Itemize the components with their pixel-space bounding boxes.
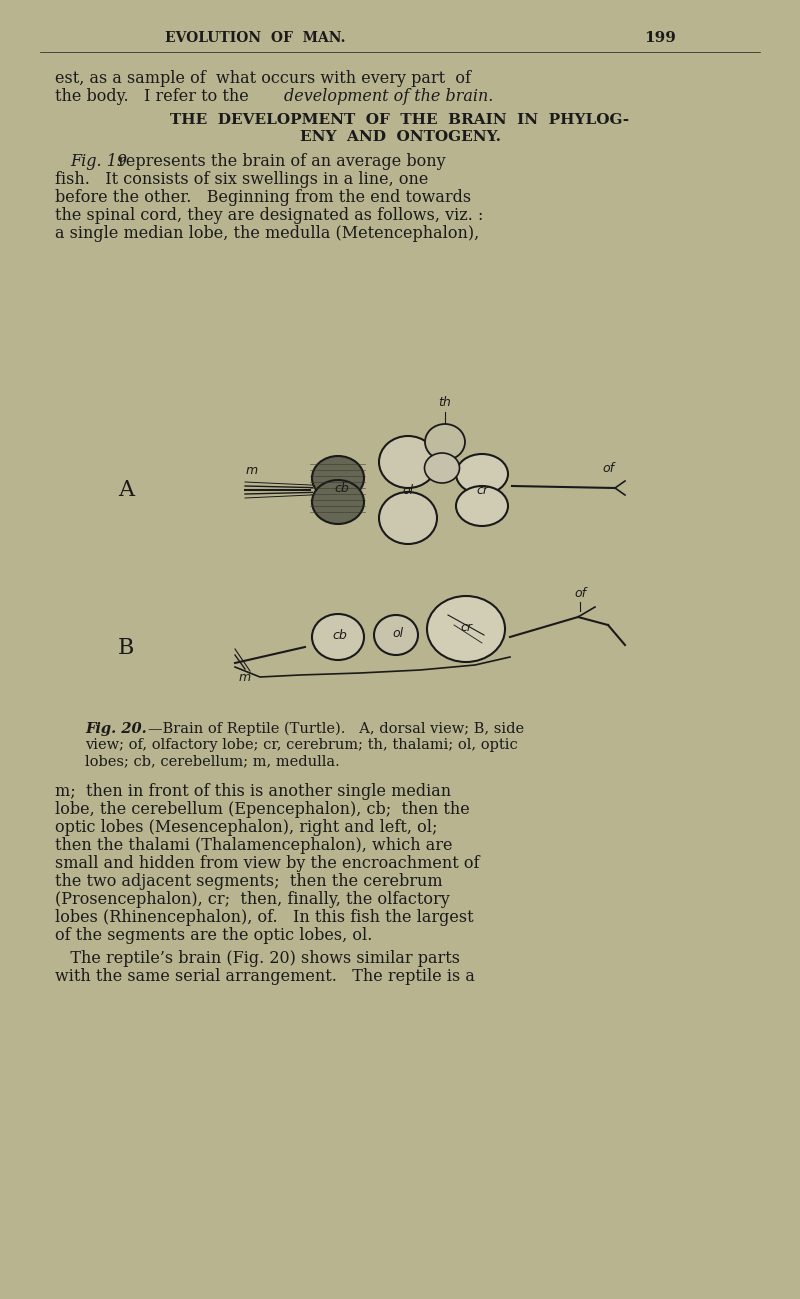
Text: represents the brain of an average bony: represents the brain of an average bony bbox=[113, 153, 446, 170]
Text: THE  DEVELOPMENT  OF  THE  BRAIN  IN  PHYLOG-: THE DEVELOPMENT OF THE BRAIN IN PHYLOG- bbox=[170, 113, 630, 127]
Text: Fig. 19: Fig. 19 bbox=[70, 153, 127, 170]
Ellipse shape bbox=[312, 481, 364, 523]
Text: ol: ol bbox=[402, 483, 414, 496]
Ellipse shape bbox=[374, 614, 418, 655]
Text: The reptile’s brain (Fig. 20) shows similar parts: The reptile’s brain (Fig. 20) shows simi… bbox=[55, 950, 460, 966]
Text: view; of, olfactory lobe; cr, cerebrum; th, thalami; ol, optic: view; of, olfactory lobe; cr, cerebrum; … bbox=[85, 738, 518, 752]
Text: lobes; cb, cerebellum; m, medulla.: lobes; cb, cerebellum; m, medulla. bbox=[85, 753, 340, 768]
Text: cb: cb bbox=[333, 629, 347, 642]
Text: the spinal cord, they are designated as follows, viz. :: the spinal cord, they are designated as … bbox=[55, 207, 483, 223]
Text: a single median lobe, the medulla (Metencephalon),: a single median lobe, the medulla (Meten… bbox=[55, 225, 479, 242]
Text: th: th bbox=[438, 395, 451, 408]
Text: small and hidden from view by the encroachment of: small and hidden from view by the encroa… bbox=[55, 855, 479, 872]
Text: ENY  AND  ONTOGENY.: ENY AND ONTOGENY. bbox=[299, 130, 501, 144]
Text: fish.   It consists of six swellings in a line, one: fish. It consists of six swellings in a … bbox=[55, 171, 428, 188]
Text: lobe, the cerebellum (Epencephalon), cb;  then the: lobe, the cerebellum (Epencephalon), cb;… bbox=[55, 801, 470, 818]
Text: with the same serial arrangement.   The reptile is a: with the same serial arrangement. The re… bbox=[55, 968, 475, 985]
Text: —Brain of Reptile (Turtle).   A, dorsal view; B, side: —Brain of Reptile (Turtle). A, dorsal vi… bbox=[148, 722, 524, 737]
Text: (Prosencephalon), cr;  then, finally, the olfactory: (Prosencephalon), cr; then, finally, the… bbox=[55, 891, 450, 908]
Text: est, as a sample of  what occurs with every part  of: est, as a sample of what occurs with eve… bbox=[55, 70, 471, 87]
Text: lobes (Rhinencephalon), of.   In this fish the largest: lobes (Rhinencephalon), of. In this fish… bbox=[55, 909, 474, 926]
Text: optic lobes (Mesencephalon), right and left, ol;: optic lobes (Mesencephalon), right and l… bbox=[55, 818, 438, 837]
Ellipse shape bbox=[379, 436, 437, 488]
Ellipse shape bbox=[425, 423, 465, 460]
Text: EVOLUTION  OF  MAN.: EVOLUTION OF MAN. bbox=[165, 31, 346, 45]
Text: ol: ol bbox=[393, 626, 403, 639]
Text: of: of bbox=[602, 461, 614, 474]
Text: cr: cr bbox=[476, 483, 488, 496]
Ellipse shape bbox=[312, 614, 364, 660]
Text: the body.   I refer to the: the body. I refer to the bbox=[55, 88, 254, 105]
Text: m;  then in front of this is another single median: m; then in front of this is another sing… bbox=[55, 783, 451, 800]
Text: m: m bbox=[239, 670, 251, 683]
Text: cb: cb bbox=[334, 482, 350, 495]
Ellipse shape bbox=[456, 453, 508, 494]
Text: of: of bbox=[574, 587, 586, 600]
Ellipse shape bbox=[379, 492, 437, 544]
Text: A: A bbox=[118, 479, 134, 501]
Text: development of the brain.: development of the brain. bbox=[284, 88, 494, 105]
Text: m: m bbox=[246, 464, 258, 477]
Text: the two adjacent segments;  then the cerebrum: the two adjacent segments; then the cere… bbox=[55, 873, 442, 890]
Text: cr: cr bbox=[460, 621, 472, 634]
Text: 199: 199 bbox=[644, 31, 676, 45]
Ellipse shape bbox=[427, 596, 505, 662]
Text: before the other.   Beginning from the end towards: before the other. Beginning from the end… bbox=[55, 188, 471, 207]
Text: Fig. 20.: Fig. 20. bbox=[85, 722, 146, 737]
Text: B: B bbox=[118, 637, 134, 659]
Text: then the thalami (Thalamencephalon), which are: then the thalami (Thalamencephalon), whi… bbox=[55, 837, 453, 853]
Ellipse shape bbox=[456, 486, 508, 526]
Ellipse shape bbox=[425, 453, 459, 483]
Ellipse shape bbox=[312, 456, 364, 500]
Text: of the segments are the optic lobes, ol.: of the segments are the optic lobes, ol. bbox=[55, 927, 372, 944]
